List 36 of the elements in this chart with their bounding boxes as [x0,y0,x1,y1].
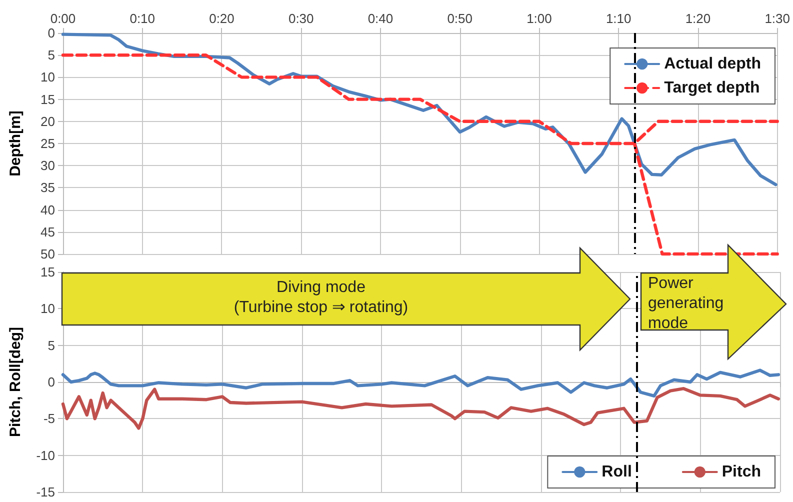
y-tick-label: 10 [40,70,55,85]
legend-label: Pitch [722,464,762,480]
x-tick-label: 1:00 [526,11,552,26]
y-axis-title: Pitch, Roll[deg] [7,327,24,437]
x-tick-label: 0:50 [447,11,473,26]
y-tick-label: 30 [40,158,55,174]
legend-label: Actual depth [664,56,761,72]
x-tick-label: 0:40 [368,11,394,26]
y-tick-label: 5 [48,338,55,353]
legend-label: Roll [602,464,632,480]
y-tick-label: 40 [40,202,55,218]
y-tick-label: 0 [48,26,55,40]
x-tick-label: 1:20 [685,11,711,26]
y-tick-label: 50 [40,246,55,262]
x-tick-label: 0:20 [209,11,234,26]
y-tick-label: -5 [43,411,55,426]
y-tick-label: -10 [36,448,55,463]
x-tick-label: 0:00 [50,11,76,26]
y-tick-label: 15 [40,264,55,280]
annotation: Power generating mode [648,274,725,334]
y-tick-label: 35 [40,180,55,196]
x-tick-label: 1:30 [764,11,790,26]
y-tick-label: 10 [40,301,55,316]
y-tick-label: 5 [48,48,55,63]
y-tick-label: 25 [40,136,55,151]
y-tick-label: 15 [40,92,55,107]
x-tick-label: 0:30 [288,11,314,26]
annotation: Diving mode (Turbine stop ⇒ rotating) [232,278,410,318]
legend-label: Target depth [664,80,760,96]
y-tick-label: -15 [36,484,55,500]
y-tick-label: 0 [48,374,55,390]
y-tick-label: 45 [40,224,55,240]
y-axis-title: Depth[m] [7,110,24,176]
y-tick-label: 20 [40,114,55,129]
x-tick-label: 0:10 [130,11,156,26]
x-tick-label: 1:10 [606,11,632,26]
